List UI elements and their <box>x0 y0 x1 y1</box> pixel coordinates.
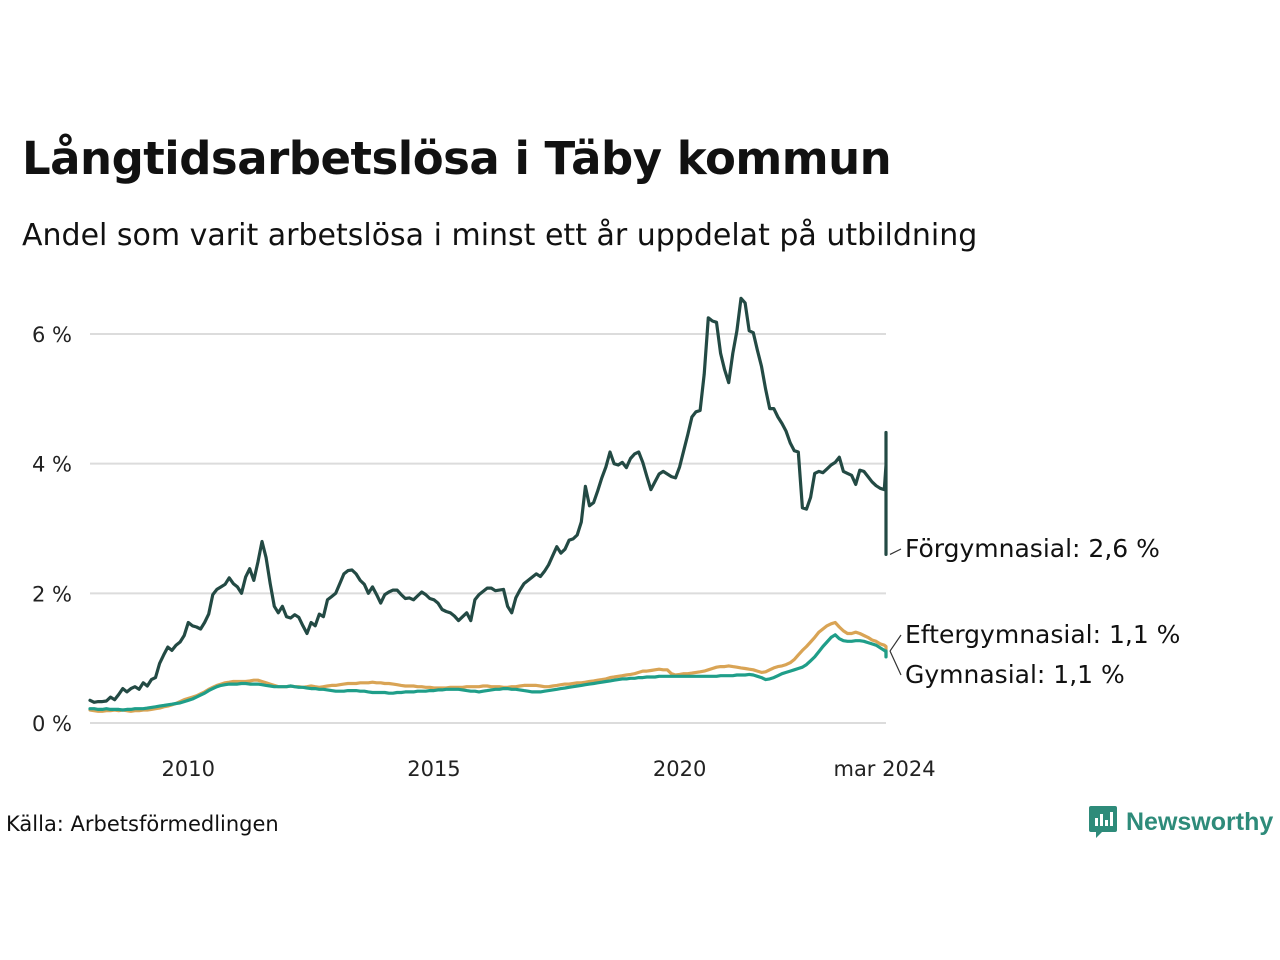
label-leader-line <box>889 548 902 555</box>
y-axis-ticks: 0 % 2 % 4 % 6 % <box>32 323 72 736</box>
y-tick-label: 2 % <box>32 582 72 606</box>
x-tick-label: 2010 <box>162 757 215 781</box>
x-tick-label: 2020 <box>653 757 706 781</box>
newsworthy-logo: Newsworthy <box>1088 804 1273 840</box>
label-leader-line <box>889 650 902 676</box>
chart-subtitle: Andel som varit arbetslösa i minst ett å… <box>22 218 978 253</box>
y-tick-label: 0 % <box>32 712 72 736</box>
source-note: Källa: Arbetsförmedlingen <box>6 812 279 836</box>
y-tick-label: 6 % <box>32 323 72 347</box>
label-leader-line <box>889 634 902 652</box>
chart-title: Långtidsarbetslösa i Täby kommun <box>22 132 892 185</box>
x-axis-ticks: 2010 2015 2020 mar 2024 <box>162 757 936 781</box>
x-tick-label: mar 2024 <box>833 757 935 781</box>
series-lines <box>88 296 888 713</box>
series-label-förgymnasial: Förgymnasial: 2,6 % <box>905 534 1160 563</box>
logo-text: Newsworthy <box>1126 807 1274 836</box>
series-line-förgymnasial <box>88 296 888 704</box>
x-tick-label: 2015 <box>407 757 460 781</box>
series-label-gymnasial: Gymnasial: 1,1 % <box>905 660 1125 689</box>
series-labels: Förgymnasial: 2,6 % Eftergymnasial: 1,1 %… <box>889 534 1180 689</box>
series-line-gymnasial <box>88 633 888 712</box>
series-line-eftergymnasial <box>88 620 888 713</box>
newsworthy-logo-icon <box>1089 806 1117 838</box>
y-tick-label: 4 % <box>32 453 72 477</box>
series-label-eftergymnasial: Eftergymnasial: 1,1 % <box>905 620 1180 649</box>
